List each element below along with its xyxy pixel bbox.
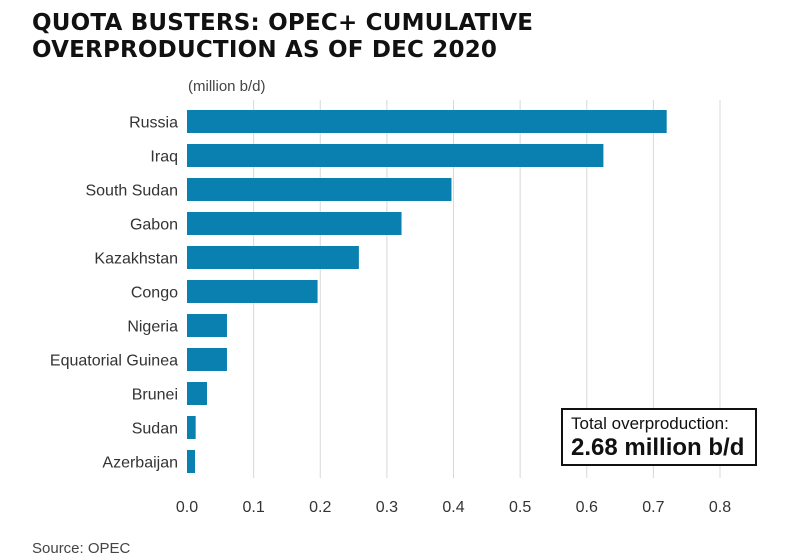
bar [187, 280, 318, 303]
unit-label: (million b/d) [188, 78, 266, 95]
x-tick-label: 0.4 [442, 499, 464, 516]
bar [187, 110, 667, 133]
bar [187, 144, 604, 167]
bar [187, 246, 359, 269]
x-tick-label: 0.7 [642, 499, 664, 516]
total-overproduction-box: Total overproduction: 2.68 million b/d [561, 408, 757, 466]
bars [187, 110, 667, 473]
bar [187, 348, 227, 371]
category-label: Brunei [132, 387, 178, 404]
category-label: Nigeria [127, 319, 178, 336]
category-label: Azerbaijan [102, 455, 178, 472]
x-tick-label: 0.2 [309, 499, 331, 516]
bar [187, 314, 227, 337]
bar [187, 178, 452, 201]
category-label: Equatorial Guinea [50, 353, 178, 370]
bar [187, 212, 402, 235]
x-tick-label: 0.5 [509, 499, 531, 516]
bar [187, 450, 195, 473]
category-label: Gabon [130, 217, 178, 234]
category-label: Russia [129, 115, 178, 132]
category-labels: Russia Iraq South Sudan Gabon Kazakhstan Cong… [50, 115, 178, 472]
x-tick-label: 0.3 [376, 499, 398, 516]
bar-chart: Russia Iraq South Sudan Gabon Kazakhstan Cong… [50, 100, 731, 516]
category-label: Sudan [132, 421, 178, 438]
x-tick-label: 0.8 [709, 499, 731, 516]
total-label: Total overproduction: [571, 414, 729, 433]
category-label: Congo [131, 285, 178, 302]
bar [187, 416, 196, 439]
x-tick-label: 0.6 [576, 499, 598, 516]
x-tick-labels: 0.0 0.1 0.2 0.3 0.4 0.5 0.6 0.7 0.8 [176, 499, 731, 516]
source-note: Source: OPEC [32, 540, 131, 557]
chart-title: QUOTA BUSTERS: OPEC+ CUMULATIVE OVERPROD… [32, 10, 534, 63]
category-label: Iraq [150, 149, 178, 166]
bar [187, 382, 207, 405]
x-tick-label: 0.0 [176, 499, 198, 516]
category-label: Kazakhstan [94, 251, 178, 268]
total-value: 2.68 million b/d [571, 434, 745, 461]
x-tick-label: 0.1 [243, 499, 265, 516]
category-label: South Sudan [85, 183, 178, 200]
